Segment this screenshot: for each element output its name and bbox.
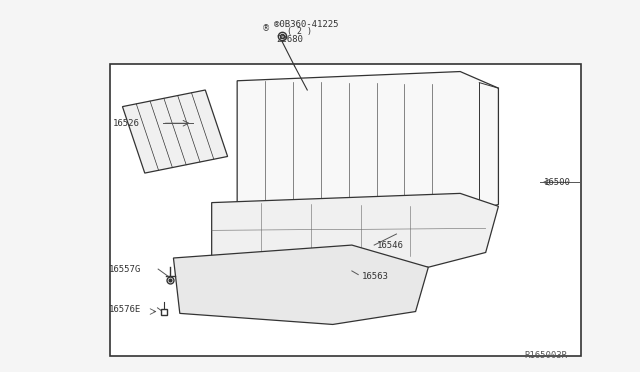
Text: 16557G: 16557G xyxy=(108,264,141,273)
Text: 16526: 16526 xyxy=(113,119,140,128)
Text: ®: ® xyxy=(262,25,271,33)
Text: ®0B360-41225: ®0B360-41225 xyxy=(274,20,339,29)
Polygon shape xyxy=(237,71,499,215)
Text: R165003R: R165003R xyxy=(524,351,567,360)
Text: 22680: 22680 xyxy=(276,35,303,44)
Bar xyxy=(109,64,581,356)
Polygon shape xyxy=(212,193,499,267)
Text: 16546: 16546 xyxy=(378,241,404,250)
Polygon shape xyxy=(122,90,228,173)
Text: 16563: 16563 xyxy=(362,272,388,281)
Text: 16500: 16500 xyxy=(544,178,571,187)
Text: ( 2 ): ( 2 ) xyxy=(287,27,312,36)
Polygon shape xyxy=(173,245,428,324)
Text: 16576E: 16576E xyxy=(108,305,141,314)
